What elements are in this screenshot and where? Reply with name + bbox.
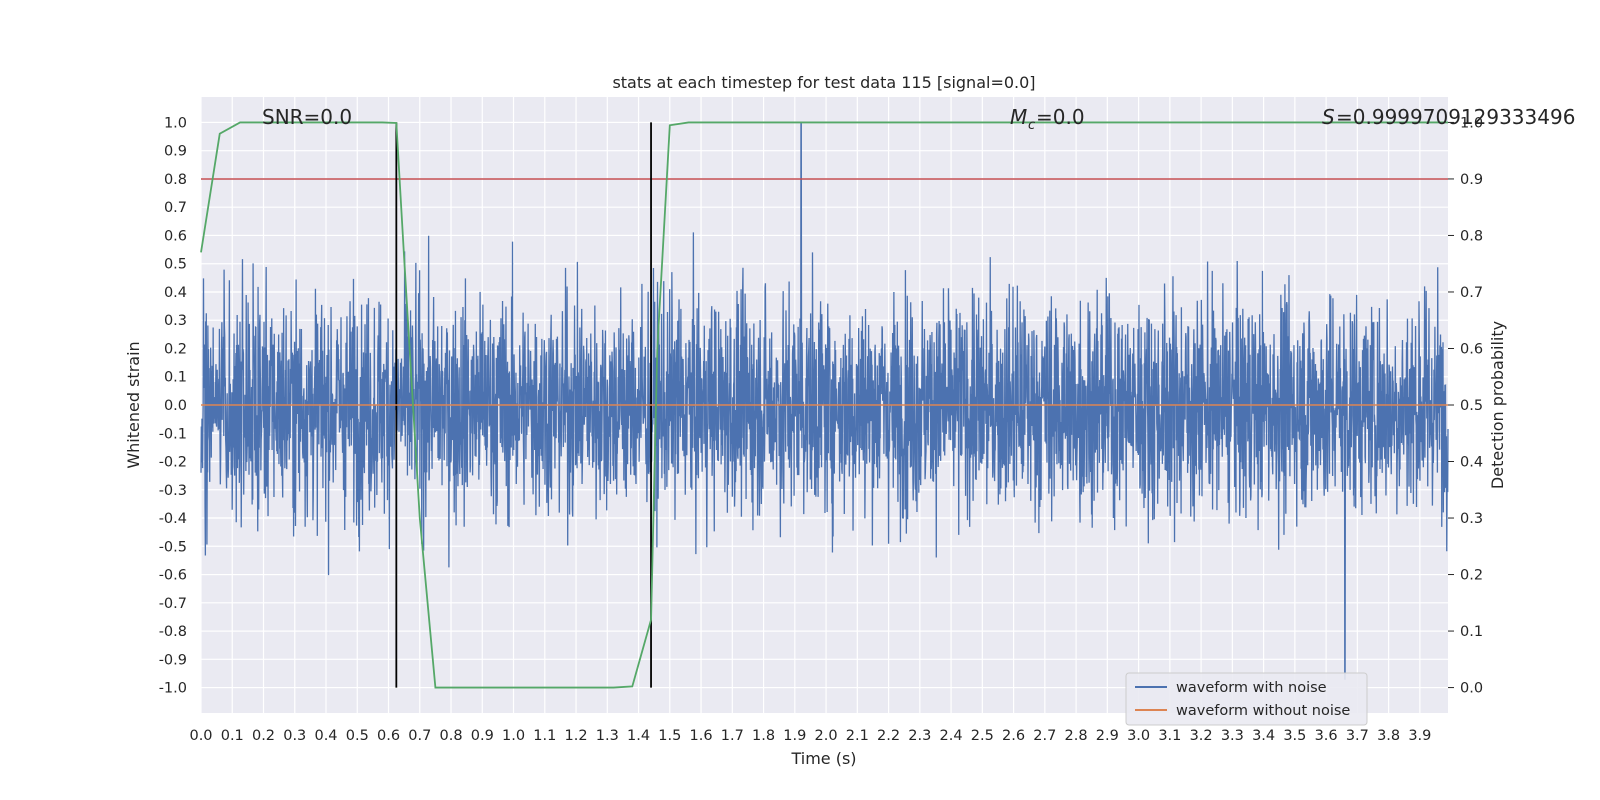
mc-value: =0.0 <box>1036 105 1085 129</box>
x-tick-label: 3.2 <box>1190 728 1213 744</box>
x-tick-label: 2.3 <box>908 728 931 744</box>
y-tick-label: -0.3 <box>159 483 187 499</box>
y2-tick-label: 0.6 <box>1460 341 1483 357</box>
y-tick-label: 0.8 <box>164 172 187 188</box>
x-tick-label: 1.1 <box>533 728 556 744</box>
legend-label-clean: waveform without noise <box>1176 703 1350 719</box>
x-tick-label: 3.7 <box>1346 728 1369 744</box>
snr-annotation: SNR=0.0 <box>262 105 352 129</box>
x-tick-label: 2.1 <box>846 728 869 744</box>
legend: waveform with noise waveform without noi… <box>1125 672 1368 726</box>
mc-subscript: c <box>1028 118 1035 133</box>
y-tick-label: -0.9 <box>159 652 187 668</box>
y-tick-label: -0.5 <box>159 539 187 555</box>
s-annotation: S =0.9999709129333496 <box>1322 105 1575 129</box>
x-tick-label: 3.8 <box>1377 728 1400 744</box>
y2-tick-label: 0.2 <box>1460 568 1483 584</box>
x-tick-label: 3.9 <box>1408 728 1431 744</box>
x-tick-label: 1.2 <box>565 728 588 744</box>
mc-symbol: M <box>1010 105 1027 129</box>
y-tick-label: 0.1 <box>164 370 187 386</box>
x-tick-label: 3.6 <box>1315 728 1338 744</box>
x-tick-label: 1.5 <box>658 728 681 744</box>
x-tick-label: 0.4 <box>314 728 337 744</box>
x-tick-label: 1.3 <box>596 728 619 744</box>
y2-tick-label: 1.0 <box>1460 115 1483 131</box>
x-tick-label: 1.4 <box>627 728 650 744</box>
x-tick-label: 0.6 <box>377 728 400 744</box>
probability-trace <box>200 121 1448 689</box>
series-waveform-with-noise <box>200 121 1449 680</box>
y2-tick-label: 0.9 <box>1460 172 1483 188</box>
x-tick-label: 2.0 <box>815 728 838 744</box>
y2-tick-label: 0.5 <box>1460 398 1483 414</box>
y-tick-label: 0.2 <box>164 341 187 357</box>
y2-axis-label: Detection probability <box>1488 321 1507 489</box>
x-tick-label: 0.3 <box>283 728 306 744</box>
y2-tick-label: 0.8 <box>1460 228 1483 244</box>
y-axis-ticks: 1.0 0.9 0.8 0.7 0.6 0.5 0.4 0.3 0.2 0.1 0.0 -0.1 -0.… <box>159 115 187 696</box>
y-tick-label: 0.6 <box>164 228 187 244</box>
x-tick-label: 1.6 <box>690 728 713 744</box>
x-tick-label: 0.7 <box>408 728 431 744</box>
noise-trace <box>200 121 1449 680</box>
y-tick-label: -0.1 <box>159 426 187 442</box>
x-tick-label: 0.9 <box>471 728 494 744</box>
y-tick-label: -0.2 <box>159 455 187 471</box>
y-tick-label: 0.3 <box>164 313 187 329</box>
y-tick-label: 0.9 <box>164 144 187 160</box>
x-tick-label: 0.5 <box>346 728 369 744</box>
x-tick-label: 0.8 <box>439 728 462 744</box>
y2-tick-label: 0.7 <box>1460 285 1483 301</box>
y-tick-label: 0.5 <box>164 257 187 273</box>
x-tick-label: 1.8 <box>752 728 775 744</box>
y-tick-label: 0.4 <box>164 285 187 301</box>
x-tick-label: 2.2 <box>877 728 900 744</box>
x-tick-label: 1.9 <box>783 728 806 744</box>
chart-title: stats at each timestep for test data 115… <box>612 73 1035 92</box>
y-axis-label: Whitened strain <box>124 341 143 468</box>
x-tick-label: 3.4 <box>1252 728 1275 744</box>
x-tick-label: 3.3 <box>1221 728 1244 744</box>
y-tick-label: 1.0 <box>164 115 187 131</box>
y-tick-label: -0.4 <box>159 511 187 527</box>
x-tick-label: 3.5 <box>1283 728 1306 744</box>
y2-axis-ticks: 1.0 0.9 0.8 0.7 0.6 0.5 0.4 0.3 0.2 0.1 0.0 <box>1448 115 1483 697</box>
x-tick-label: 2.8 <box>1065 728 1088 744</box>
y-tick-label: -0.6 <box>159 568 187 584</box>
x-tick-label: 2.9 <box>1096 728 1119 744</box>
legend-box <box>1125 672 1368 726</box>
x-tick-label: 1.7 <box>721 728 744 744</box>
y-tick-label: -0.7 <box>159 596 187 612</box>
x-tick-label: 1.0 <box>502 728 525 744</box>
s-value: =0.9999709129333496 <box>1336 105 1575 129</box>
series-detection-probability <box>200 121 1448 689</box>
x-axis-ticks: 0.0 0.1 0.2 0.3 0.4 0.5 0.6 0.7 0.8 0.9 1.0 1.1 1.2 1… <box>189 728 1431 744</box>
s-symbol: S <box>1322 105 1335 129</box>
y2-tick-label: 0.4 <box>1460 455 1483 471</box>
y-tick-label: -0.8 <box>159 624 187 640</box>
x-tick-label: 2.6 <box>1002 728 1025 744</box>
legend-label-noise: waveform with noise <box>1176 680 1327 696</box>
y2-tick-label: 0.1 <box>1460 624 1483 640</box>
x-tick-label: 2.4 <box>940 728 963 744</box>
x-tick-label: 0.1 <box>221 728 244 744</box>
x-tick-label: 0.2 <box>252 728 275 744</box>
x-tick-label: 3.1 <box>1158 728 1181 744</box>
y2-tick-label: 0.3 <box>1460 511 1483 527</box>
x-axis-label: Time (s) <box>790 749 856 768</box>
x-tick-label: 2.7 <box>1033 728 1056 744</box>
y-tick-label: -1.0 <box>159 681 187 697</box>
y2-tick-label: 0.0 <box>1460 681 1483 697</box>
y-tick-label: 0.7 <box>164 200 187 216</box>
mc-annotation: M c =0.0 <box>1010 105 1085 133</box>
x-tick-label: 2.5 <box>971 728 994 744</box>
x-tick-label: 0.0 <box>189 728 212 744</box>
x-tick-label: 3.0 <box>1127 728 1150 744</box>
y-tick-label: 0.0 <box>164 398 187 414</box>
